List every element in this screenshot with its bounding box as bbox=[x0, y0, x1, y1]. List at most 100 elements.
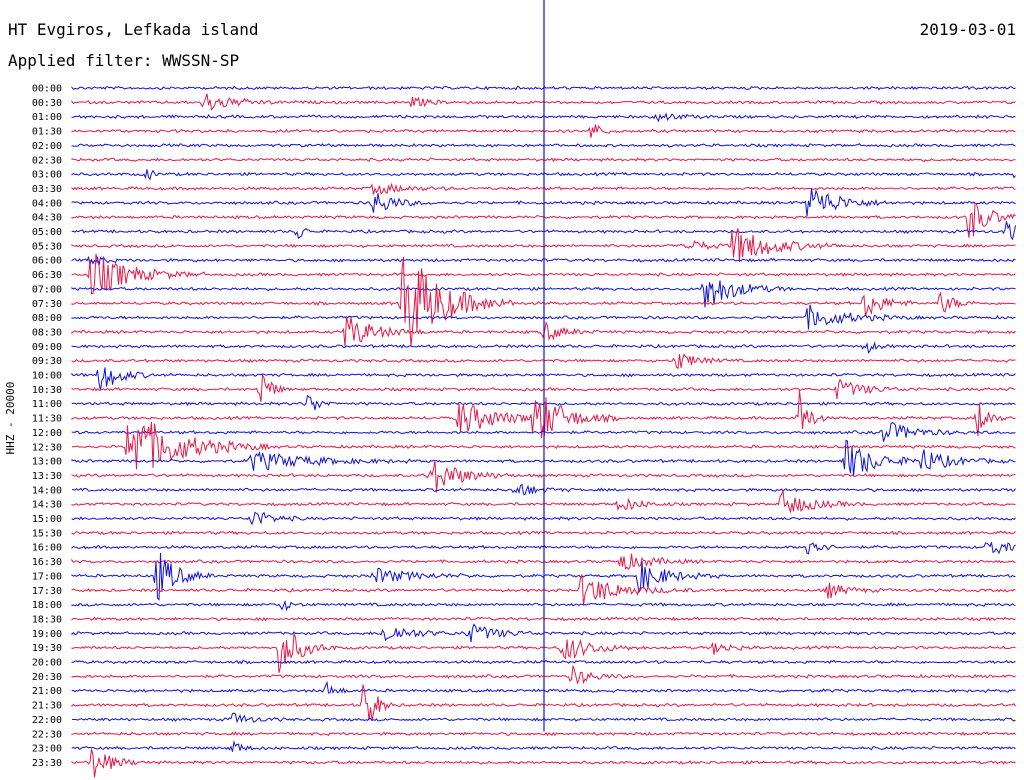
time-tick-label: 01:00 bbox=[32, 112, 62, 123]
trace-0430 bbox=[71, 201, 1016, 238]
time-tick-label: 02:30 bbox=[32, 155, 62, 166]
time-tick-label: 23:00 bbox=[32, 744, 62, 755]
time-tick-label: 15:00 bbox=[32, 514, 62, 525]
time-tick-label: 03:30 bbox=[32, 184, 62, 195]
time-tick-label: 13:30 bbox=[32, 471, 62, 482]
trace-0630 bbox=[71, 253, 1016, 295]
trace-1600 bbox=[71, 542, 1016, 555]
trace-1030 bbox=[71, 373, 1016, 403]
time-tick-label: 21:00 bbox=[32, 686, 62, 697]
time-tick-label: 06:00 bbox=[32, 256, 62, 267]
time-tick-label: 01:30 bbox=[32, 127, 62, 138]
time-tick-label: 14:30 bbox=[32, 500, 62, 511]
time-tick-label: 21:30 bbox=[32, 701, 62, 712]
trace-1530 bbox=[71, 530, 1016, 536]
trace-0830 bbox=[71, 316, 1016, 347]
time-tick-label: 03:00 bbox=[32, 170, 62, 181]
time-tick-label: 18:30 bbox=[32, 614, 62, 625]
trace-0300 bbox=[71, 169, 1016, 181]
trace-1900 bbox=[71, 623, 1016, 643]
trace-0200 bbox=[71, 143, 1016, 148]
time-tick-label: 07:30 bbox=[32, 299, 62, 310]
trace-2330 bbox=[71, 748, 1016, 778]
time-tick-label: 12:30 bbox=[32, 442, 62, 453]
trace-1800 bbox=[71, 599, 1016, 612]
time-tick-label: 17:00 bbox=[32, 571, 62, 582]
time-tick-label: 10:00 bbox=[32, 371, 62, 382]
time-tick-label: 22:00 bbox=[32, 715, 62, 726]
trace-1130 bbox=[71, 390, 1016, 438]
trace-0230 bbox=[71, 157, 1016, 163]
time-tick-label: 05:30 bbox=[32, 241, 62, 252]
trace-2130 bbox=[71, 684, 1016, 721]
trace-0700 bbox=[71, 280, 1016, 308]
time-tick-label: 16:00 bbox=[32, 543, 62, 554]
trace-1300 bbox=[71, 439, 1016, 477]
time-tick-label: 19:30 bbox=[32, 643, 62, 654]
trace-0900 bbox=[71, 341, 1016, 354]
trace-1430 bbox=[71, 490, 1016, 514]
time-tick-label: 08:00 bbox=[32, 313, 62, 324]
trace-0530 bbox=[71, 228, 1016, 263]
trace-0130 bbox=[71, 124, 1016, 138]
trace-0930 bbox=[71, 353, 1016, 370]
time-tick-label: 05:00 bbox=[32, 227, 62, 238]
seismogram-traces bbox=[71, 85, 1016, 778]
trace-1930 bbox=[71, 632, 1016, 673]
time-tick-label: 10:30 bbox=[32, 385, 62, 396]
trace-1700 bbox=[71, 552, 1016, 601]
date-label: 2019-03-01 bbox=[919, 20, 1016, 39]
trace-0330 bbox=[71, 182, 1016, 196]
time-tick-label: 19:00 bbox=[32, 629, 62, 640]
time-tick-label: 16:30 bbox=[32, 557, 62, 568]
time-tick-label: 14:00 bbox=[32, 485, 62, 496]
trace-0100 bbox=[71, 112, 1016, 123]
trace-2030 bbox=[71, 665, 1016, 685]
trace-1630 bbox=[71, 553, 1016, 571]
trace-0730 bbox=[71, 256, 1016, 347]
time-tick-label: 02:00 bbox=[32, 141, 62, 152]
time-tick-label: 11:00 bbox=[32, 399, 62, 410]
time-tick-label: 08:30 bbox=[32, 327, 62, 338]
trace-0400 bbox=[71, 188, 1016, 217]
time-tick-label: 22:30 bbox=[32, 729, 62, 740]
trace-1730 bbox=[71, 574, 1016, 605]
time-axis-labels: 00:00 00:30 01:00 01:30 02:00 02:30 03:00 03:30… bbox=[32, 84, 62, 769]
time-tick-label: 17:30 bbox=[32, 586, 62, 597]
trace-1200 bbox=[71, 422, 1016, 442]
time-tick-label: 20:00 bbox=[32, 658, 62, 669]
time-tick-label: 09:30 bbox=[32, 356, 62, 367]
time-tick-label: 00:30 bbox=[32, 98, 62, 109]
time-tick-label: 06:30 bbox=[32, 270, 62, 281]
filter-label: Applied filter: WWSSN-SP bbox=[8, 51, 240, 70]
trace-0030 bbox=[71, 93, 1016, 111]
time-tick-label: 15:30 bbox=[32, 528, 62, 539]
trace-1500 bbox=[71, 511, 1016, 526]
time-tick-label: 13:00 bbox=[32, 457, 62, 468]
trace-1830 bbox=[71, 616, 1016, 622]
station-title: HT Evgiros, Lefkada island bbox=[8, 20, 259, 39]
time-tick-label: 09:00 bbox=[32, 342, 62, 353]
trace-0500 bbox=[71, 221, 1016, 241]
trace-2000 bbox=[71, 659, 1016, 665]
trace-2100 bbox=[71, 680, 1016, 694]
trace-0800 bbox=[71, 304, 1016, 330]
channel-label: HHZ - 20000 bbox=[4, 382, 17, 455]
time-tick-label: 11:30 bbox=[32, 414, 62, 425]
time-tick-label: 12:00 bbox=[32, 428, 62, 439]
trace-1100 bbox=[71, 394, 1016, 411]
trace-1330 bbox=[71, 460, 1016, 493]
trace-2300 bbox=[71, 740, 1016, 752]
time-tick-label: 18:00 bbox=[32, 600, 62, 611]
time-tick-label: 04:30 bbox=[32, 213, 62, 224]
time-tick-label: 00:00 bbox=[32, 84, 62, 95]
time-tick-label: 07:00 bbox=[32, 284, 62, 295]
trace-0000 bbox=[71, 85, 1016, 91]
trace-2230 bbox=[71, 731, 1016, 737]
time-tick-label: 20:30 bbox=[32, 672, 62, 683]
trace-0600 bbox=[71, 255, 1016, 267]
time-tick-label: 04:00 bbox=[32, 198, 62, 209]
trace-1000 bbox=[71, 367, 1016, 391]
time-tick-label: 23:30 bbox=[32, 758, 62, 769]
